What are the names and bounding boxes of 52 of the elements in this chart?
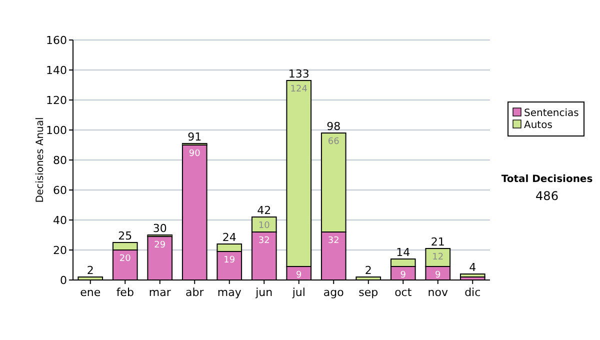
y-tick-label: 100 bbox=[46, 124, 67, 137]
text: 486 bbox=[536, 189, 558, 203]
y-tick-label: 120 bbox=[46, 94, 67, 107]
bar bbox=[460, 274, 486, 278]
data-label: 20 bbox=[119, 254, 132, 264]
data-label: 9 bbox=[435, 270, 442, 280]
y-tick-label: 0 bbox=[60, 274, 67, 287]
y-tick-label: 140 bbox=[46, 64, 67, 77]
y-tick-label: 20 bbox=[53, 244, 67, 257]
data-label: 12 bbox=[432, 252, 444, 262]
total-label: 133 bbox=[288, 68, 310, 80]
total-label: 91 bbox=[188, 130, 202, 144]
data-label: 19 bbox=[224, 256, 236, 266]
data-label: 32 bbox=[258, 236, 270, 246]
y-tick-label: 80 bbox=[53, 154, 67, 167]
data-label: 90 bbox=[188, 149, 201, 159]
x-tick-label: oct bbox=[394, 286, 412, 299]
x-tick-label: jul bbox=[291, 286, 306, 299]
x-tick-label: ago bbox=[323, 286, 344, 299]
data-label: 66 bbox=[328, 137, 340, 147]
y-tick-label: 40 bbox=[53, 214, 67, 227]
data-label: 124 bbox=[290, 84, 308, 94]
data-label: 29 bbox=[154, 240, 166, 250]
x-tick-label: feb bbox=[116, 286, 134, 299]
total-label: 2 bbox=[86, 264, 94, 277]
legend-label: Autos bbox=[524, 120, 552, 131]
x-tick-label: dic bbox=[464, 286, 481, 299]
x-tick-label: jun bbox=[254, 286, 273, 299]
total-label: 30 bbox=[152, 222, 167, 235]
x-tick-label: ene bbox=[80, 286, 101, 299]
total-label: 2 bbox=[364, 264, 372, 277]
x-tick-label: nov bbox=[428, 286, 448, 299]
x-tick-label: sep bbox=[358, 286, 378, 299]
data-label: 32 bbox=[328, 236, 340, 246]
total-label: 42 bbox=[257, 204, 272, 217]
x-tick-label: mar bbox=[148, 286, 172, 299]
data-label: 10 bbox=[258, 221, 270, 231]
y-tick-label: 60 bbox=[53, 184, 67, 197]
y-tick-label: 160 bbox=[46, 34, 67, 47]
y-axis-title: Decisiones Anual bbox=[35, 117, 46, 203]
total-label: 21 bbox=[430, 236, 445, 248]
text: Total Decisiones bbox=[501, 174, 593, 185]
total-label: 4 bbox=[469, 261, 476, 274]
total-label: 25 bbox=[118, 230, 132, 242]
legend-label: Sentencias bbox=[524, 108, 579, 119]
total-label: 14 bbox=[396, 246, 410, 259]
total-label: 98 bbox=[326, 120, 341, 133]
data-label: 9 bbox=[296, 270, 302, 280]
x-tick-label: abr bbox=[186, 286, 204, 299]
x-tick-label: may bbox=[217, 286, 242, 299]
data-label: 9 bbox=[400, 270, 406, 280]
total-label: 24 bbox=[222, 231, 236, 244]
